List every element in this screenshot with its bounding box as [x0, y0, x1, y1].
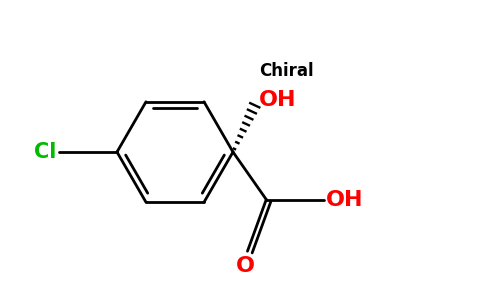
Text: OH: OH: [326, 190, 364, 209]
Text: Chiral: Chiral: [259, 62, 314, 80]
Text: Cl: Cl: [33, 142, 56, 162]
Text: OH: OH: [259, 90, 297, 110]
Text: O: O: [236, 256, 255, 276]
